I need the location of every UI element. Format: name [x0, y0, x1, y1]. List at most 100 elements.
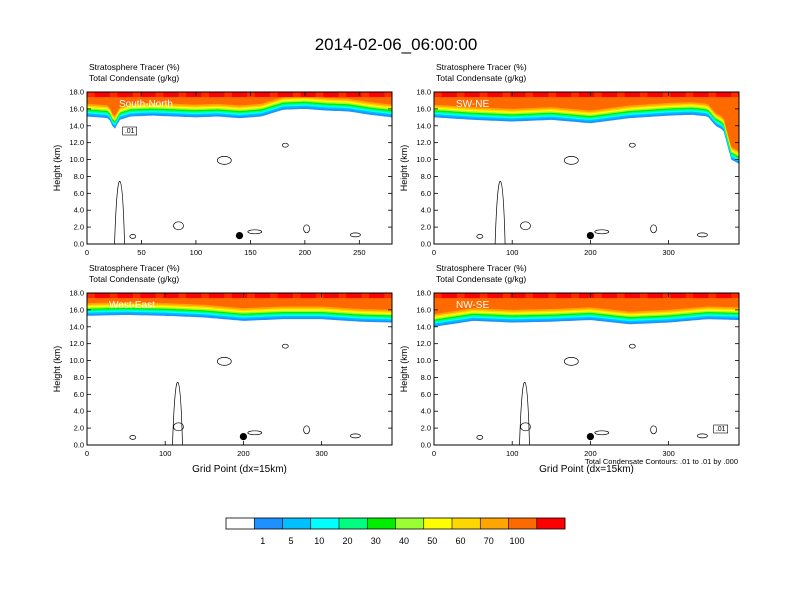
tracer-strip [376, 293, 385, 299]
panel-title-line1: Stratosphere Tracer (%) [436, 263, 527, 273]
y-tick-label: 12.0 [69, 138, 84, 147]
y-tick-label: 0.0 [74, 441, 84, 450]
x-tick-label: 150 [244, 248, 257, 257]
tracer-strip [186, 293, 195, 299]
panel-title-line2: Total Condensate (g/kg) [436, 274, 526, 284]
tracer-strip [186, 92, 195, 98]
tracer-strip [216, 293, 225, 299]
tracer-strip [495, 293, 504, 299]
colorbar-label: 60 [455, 536, 465, 546]
y-tick-label: 4.0 [421, 206, 431, 215]
tracer-strip [369, 92, 378, 98]
tracer-strip [678, 293, 687, 299]
tracer-strip [731, 92, 739, 98]
tracer-strip [94, 92, 103, 98]
contour-cell [281, 142, 289, 148]
y-tick-label: 4.0 [421, 407, 431, 416]
tracer-strip [369, 293, 378, 299]
y-tick-label: 8.0 [74, 373, 84, 382]
tracer-strip [292, 92, 301, 98]
tracer-strip [201, 293, 210, 299]
tracer-band [434, 92, 739, 152]
tracer-strip [525, 293, 534, 299]
y-tick-label: 12.0 [416, 339, 431, 348]
contour-cell [173, 221, 184, 231]
tracer-strip [685, 92, 694, 98]
tracer-strip [308, 293, 317, 299]
colorbar-swatch [395, 518, 425, 529]
tracer-strip [140, 293, 149, 299]
y-tick-label: 6.0 [74, 189, 84, 198]
tracer-strip [510, 293, 519, 299]
tracer-strip [384, 92, 392, 98]
tracer-fill [434, 293, 739, 445]
tracer-strip [456, 92, 465, 98]
contour-cell [650, 425, 657, 435]
tracer-strip [609, 293, 618, 299]
tracer-strip [647, 293, 656, 299]
y-tick-label: 10.0 [416, 155, 431, 164]
condensate-contours [476, 343, 708, 445]
y-tick-label: 2.0 [421, 223, 431, 232]
tracer-strip [346, 92, 355, 98]
tracer-strip [376, 92, 385, 98]
tracer-strip [670, 293, 679, 299]
tracer-strip [525, 92, 534, 98]
tracer-strip [308, 92, 317, 98]
tracer-strip [224, 92, 233, 98]
colorbar-label: 5 [288, 536, 293, 546]
tracer-strip [533, 92, 542, 98]
contour-cell [594, 430, 610, 436]
tracer-strip [670, 92, 679, 98]
tracer-strip [270, 293, 279, 299]
x-axis-label: Grid Point (dx=15km) [192, 464, 287, 475]
tracer-fill [87, 293, 392, 445]
tracer-strip [231, 92, 240, 98]
convective-tower-contour [519, 381, 530, 445]
plot-frame [86, 91, 393, 245]
colorbar-swatch [508, 518, 538, 529]
y-tick-label: 2.0 [74, 223, 84, 232]
tracer-band [87, 92, 392, 116]
y-tick-label: 18.0 [416, 88, 431, 97]
contour-cell [650, 224, 657, 234]
tracer-strip [533, 293, 542, 299]
contour-label: .01 [716, 426, 726, 433]
panel-title-line2: Total Condensate (g/kg) [436, 73, 526, 83]
y-axis-label: Height (km) [399, 346, 409, 393]
tracer-strip [502, 92, 511, 98]
tracer-strip [132, 92, 141, 98]
tracer-strip [617, 92, 626, 98]
contour-cell [628, 343, 636, 349]
contour-cell [247, 430, 263, 436]
y-tick-label: 4.0 [74, 206, 84, 215]
tracer-strip [216, 92, 225, 98]
x-tick-label: 0 [85, 248, 89, 257]
contour-cell [216, 156, 232, 165]
colorbar-label: 10 [314, 536, 324, 546]
condensate-contours [476, 142, 708, 244]
y-tick-label: 4.0 [74, 407, 84, 416]
contour-footnote: Total Condensate Contours: .01 to .01 by… [585, 457, 738, 466]
y-tick-label: 18.0 [69, 289, 84, 298]
tracer-strip [178, 92, 187, 98]
tracer-strip [487, 293, 496, 299]
tracer-strip [441, 293, 450, 299]
tracer-strip [548, 92, 557, 98]
tracer-strip [254, 293, 263, 299]
y-tick-label: 0.0 [74, 240, 84, 249]
tracer-strip [117, 92, 126, 98]
contour-cell [697, 232, 708, 238]
tracer-strip [609, 92, 618, 98]
colorbar-swatch [226, 518, 255, 529]
contour-label-box [122, 126, 137, 136]
y-tick-label: 10.0 [69, 356, 84, 365]
convective-tower-contour [114, 180, 125, 244]
colorbar-swatch [282, 518, 312, 529]
tracer-strip [662, 293, 671, 299]
tracer-strip [361, 293, 370, 299]
tracer-strip [708, 293, 717, 299]
y-tick-label: 16.0 [69, 305, 84, 314]
tracer-strip [254, 92, 263, 98]
convective-tower-contour [494, 180, 506, 244]
